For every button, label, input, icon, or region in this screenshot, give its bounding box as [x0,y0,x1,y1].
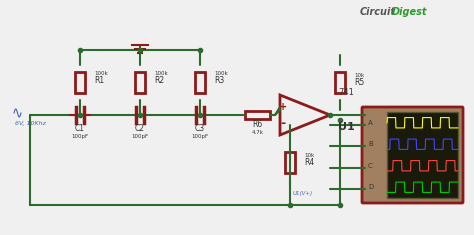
Text: 10k: 10k [354,73,364,78]
Text: 6V, 10Khz: 6V, 10Khz [15,121,46,126]
Text: +: + [279,102,287,112]
Text: R5: R5 [354,78,364,87]
Bar [335,72,345,93]
Text: 100k: 100k [154,71,168,76]
Text: 100pF: 100pF [191,134,209,139]
Bar [245,111,270,119]
Text: 100k: 100k [214,71,228,76]
Text: R6: R6 [252,120,263,129]
Text: C: C [368,163,373,169]
Text: A: A [368,120,373,126]
Bar [285,152,295,173]
Text: 100pF: 100pF [72,134,89,139]
Text: 741: 741 [338,88,354,97]
Text: 100k: 100k [94,71,108,76]
Text: 4.7k: 4.7k [252,130,264,135]
Text: C2: C2 [135,124,145,133]
Text: -: - [281,117,285,129]
Bar [75,72,85,93]
Text: R2: R2 [154,76,164,85]
Text: Circuit: Circuit [360,7,396,17]
Text: 100pF: 100pF [131,134,148,139]
Text: R1: R1 [94,76,104,85]
FancyBboxPatch shape [362,107,463,203]
Text: 10k: 10k [304,153,314,158]
Text: B: B [368,141,373,147]
Text: R3: R3 [214,76,224,85]
Text: D: D [368,184,373,190]
Text: C1: C1 [75,124,85,133]
Text: Digest: Digest [392,7,428,17]
Bar [195,72,205,93]
Bar [135,72,145,93]
Text: R4: R4 [304,158,314,167]
Text: C3: C3 [195,124,205,133]
Bar [387,112,458,198]
Text: U1: U1 [338,122,355,132]
Text: U1(V+): U1(V+) [293,191,313,196]
